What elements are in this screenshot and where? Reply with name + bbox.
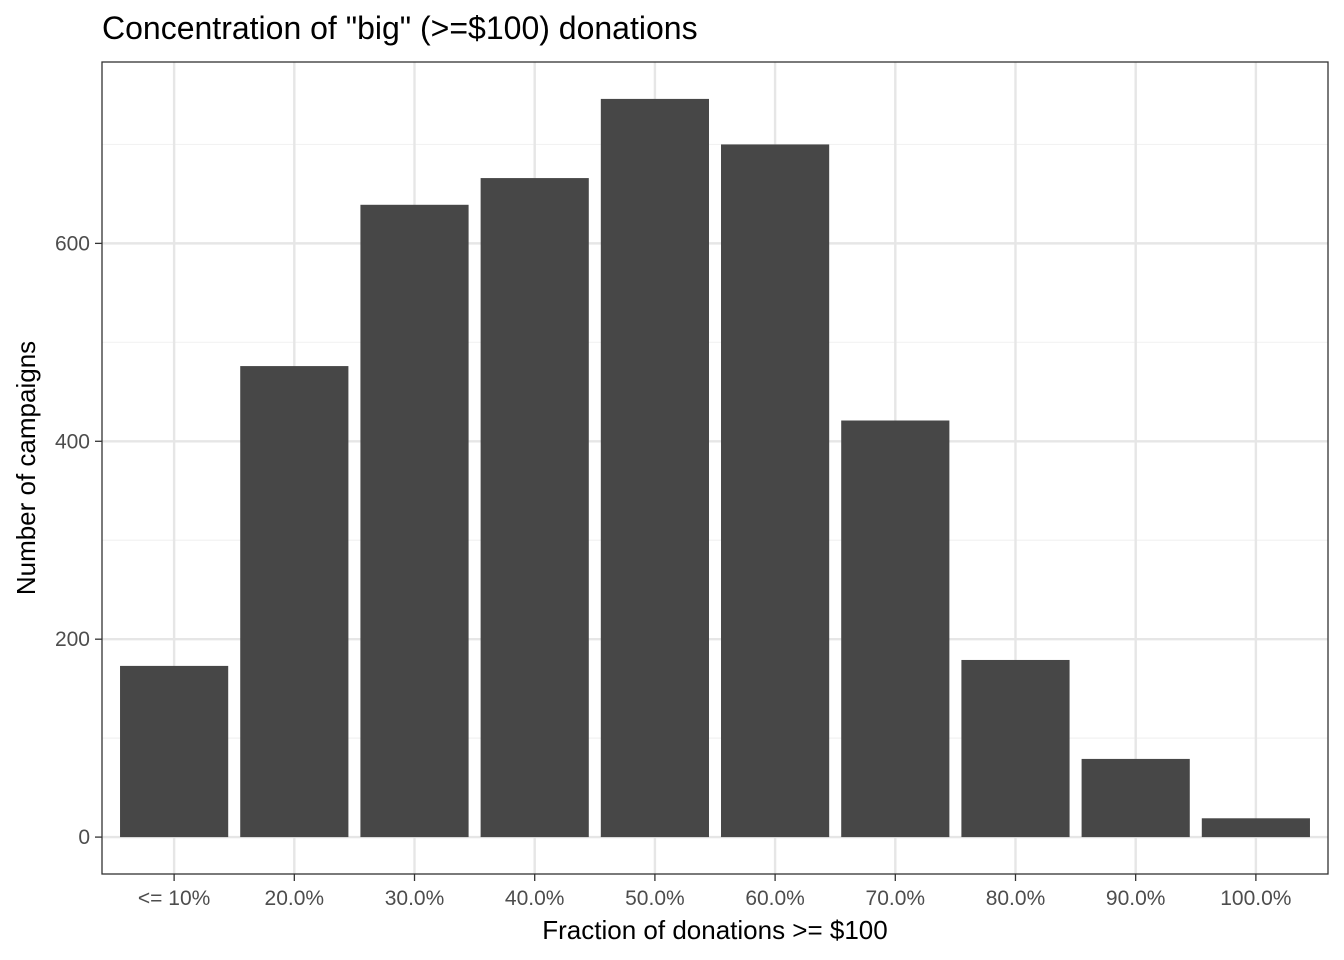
- x-tick-label: 60.0%: [745, 887, 805, 910]
- x-tick-label: 90.0%: [1106, 887, 1166, 910]
- y-axis: 0 200 400 600: [55, 232, 102, 849]
- panel-border: [101, 61, 1329, 875]
- x-tick-label: 30.0%: [385, 887, 445, 910]
- bar: [721, 144, 830, 838]
- x-tick-label: 80.0%: [986, 887, 1046, 910]
- bar: [600, 98, 709, 838]
- x-axis-title: Fraction of donations >= $100: [542, 915, 887, 945]
- bars: [120, 98, 1310, 838]
- x-tick-label: 40.0%: [505, 887, 565, 910]
- y-axis-title: Number of campaigns: [11, 341, 41, 595]
- y-tick-label: 400: [55, 430, 90, 453]
- x-tick-label: 20.0%: [265, 887, 325, 910]
- bar: [360, 204, 469, 838]
- bar: [1081, 758, 1190, 838]
- bar: [120, 665, 229, 838]
- bar: [961, 659, 1070, 838]
- bar: [480, 178, 589, 838]
- bar: [1201, 818, 1310, 838]
- y-tick-label: 200: [55, 628, 90, 651]
- y-tick-label: 600: [55, 232, 90, 255]
- bar: [841, 420, 950, 838]
- x-tick-label: <= 10%: [138, 887, 210, 910]
- x-axis: <= 10% 20.0% 30.0% 40.0% 50.0% 60.0% 70.0% 80.0…: [138, 874, 1291, 910]
- x-tick-label: 70.0%: [866, 887, 926, 910]
- chart-title: Concentration of "big" (>=$100) donation…: [102, 10, 698, 46]
- x-tick-label: 50.0%: [625, 887, 685, 910]
- x-tick-label: 100.0%: [1220, 887, 1291, 910]
- y-tick-label: 0: [78, 826, 90, 849]
- bar: [240, 366, 349, 838]
